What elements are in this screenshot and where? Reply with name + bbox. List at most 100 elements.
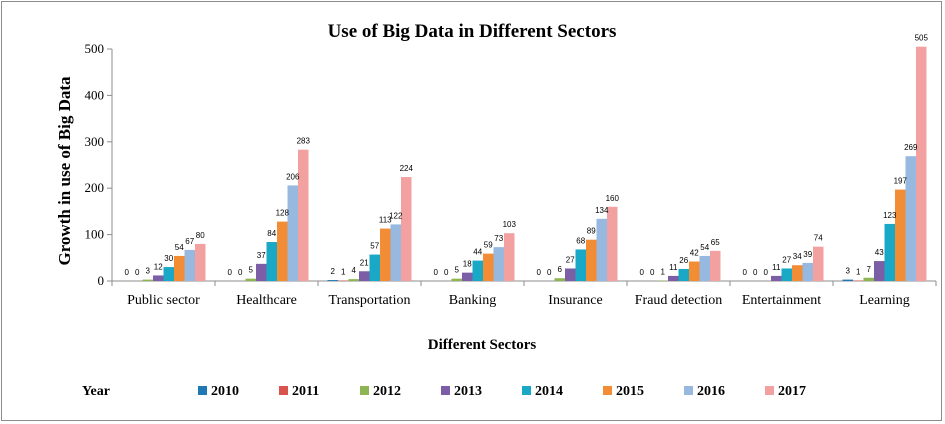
data-label: 3 [846, 267, 851, 276]
data-label: 74 [814, 234, 823, 243]
bar [359, 271, 370, 281]
bar [596, 218, 607, 281]
data-label: 5 [455, 266, 460, 275]
data-label: 0 [228, 268, 233, 277]
legend-swatch [198, 386, 207, 395]
data-label: 73 [494, 234, 503, 243]
data-label: 80 [196, 231, 205, 240]
data-label: 7 [867, 265, 872, 274]
bar [905, 156, 916, 281]
data-label: 11 [669, 263, 678, 272]
data-label: 18 [463, 260, 472, 269]
bar [245, 278, 256, 281]
bar [802, 262, 813, 281]
x-tick-label: Transportation [329, 293, 411, 308]
x-tick-label: Banking [449, 293, 496, 308]
bar [863, 277, 874, 281]
data-label: 0 [547, 268, 552, 277]
data-label: 123 [883, 211, 897, 220]
x-tick-label: Entertainment [742, 293, 821, 308]
bar [483, 253, 494, 281]
data-label: 0 [238, 268, 243, 277]
bar [874, 261, 885, 281]
data-label: 206 [286, 172, 300, 181]
y-tick-label: 200 [85, 180, 105, 195]
chart-title: Use of Big Data in Different Sectors [328, 21, 617, 42]
data-label: 34 [793, 252, 802, 261]
data-label: 84 [267, 229, 276, 238]
data-label: 128 [276, 209, 290, 218]
bar [781, 268, 792, 281]
bar [699, 255, 710, 281]
bar [565, 268, 576, 281]
legend-entry-label: 2016 [697, 384, 725, 399]
legend-entry-label: 2011 [292, 384, 319, 399]
legend-entry-label: 2015 [616, 384, 644, 399]
bar [607, 206, 618, 281]
data-label: 122 [389, 211, 403, 220]
bar [771, 275, 782, 281]
data-label: 0 [125, 268, 130, 277]
data-label: 1 [341, 268, 346, 277]
bar [184, 249, 195, 281]
bar [916, 46, 927, 282]
legend-entry-label: 2014 [535, 384, 563, 399]
bar [472, 260, 483, 281]
bar [142, 279, 153, 281]
data-label: 113 [379, 216, 392, 225]
data-label: 0 [650, 268, 655, 277]
x-axis-title: Different Sectors [428, 337, 537, 353]
data-label: 0 [764, 268, 769, 277]
data-label: 39 [803, 250, 812, 259]
legend-swatch [360, 386, 369, 395]
bar [493, 247, 504, 281]
data-label: 54 [175, 243, 184, 252]
data-label: 43 [875, 248, 884, 257]
data-label: 197 [894, 177, 908, 186]
legend-entry-label: 2013 [454, 384, 482, 399]
y-tick-label: 0 [98, 273, 105, 288]
bar [575, 249, 586, 281]
data-label: 4 [352, 266, 357, 275]
y-axis-title: Growth in use of Big Data [55, 76, 74, 266]
data-label: 44 [473, 248, 482, 257]
data-label: 26 [679, 256, 688, 265]
bar [287, 185, 298, 281]
legend-entry-label: 2012 [373, 384, 401, 399]
data-label: 505 [915, 34, 929, 43]
bar [842, 279, 853, 281]
bar [678, 268, 689, 281]
data-label: 42 [690, 249, 699, 258]
legend-swatch [441, 386, 450, 395]
legend-swatch [603, 386, 612, 395]
bar [401, 177, 412, 281]
bar [277, 221, 288, 281]
y-tick-label: 300 [85, 134, 105, 149]
bar [256, 263, 267, 281]
x-tick-label: Fraud detection [635, 293, 722, 308]
bar [163, 267, 174, 281]
legend: 2010 2011 2012 2013 2014 2015 2016 2017 [198, 384, 806, 399]
legend-entry-label: 2017 [778, 384, 806, 399]
bar [710, 250, 721, 281]
bar [668, 275, 679, 281]
data-label: 37 [257, 251, 266, 260]
x-tick-label: Public sector [127, 293, 200, 308]
data-label: 30 [164, 254, 173, 263]
data-label: 67 [185, 237, 194, 246]
data-label: 0 [537, 268, 542, 277]
data-label: 0 [640, 268, 645, 277]
bar [380, 228, 391, 281]
bar [689, 261, 700, 281]
data-label: 2 [331, 267, 336, 276]
data-label: 0 [753, 268, 758, 277]
data-label: 1 [661, 268, 666, 277]
y-tick-label: 500 [85, 41, 105, 56]
data-label: 21 [360, 258, 369, 267]
bars-group [142, 46, 927, 282]
data-label: 68 [576, 236, 585, 245]
x-tick-label: Learning [859, 293, 910, 308]
data-label: 89 [587, 227, 596, 236]
data-label: 269 [904, 143, 918, 152]
